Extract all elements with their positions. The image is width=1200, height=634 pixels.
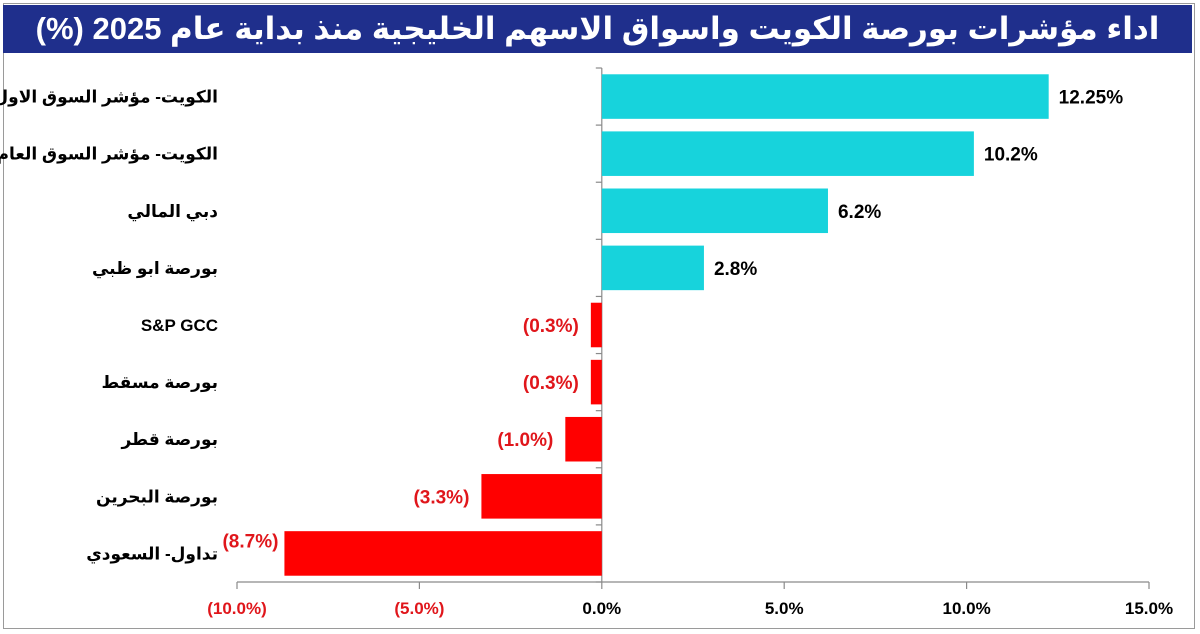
value-axis-tick-label: 10.0% (942, 599, 990, 618)
data-label: 10.2% (984, 145, 1038, 166)
bar (601, 131, 974, 176)
bar (590, 302, 602, 348)
bar (565, 416, 602, 462)
bar (590, 359, 602, 405)
value-axis-tick-label: (5.0%) (394, 599, 444, 618)
bar (601, 245, 704, 291)
data-label: 2.8% (714, 259, 757, 280)
category-label: دبي المالي (127, 202, 218, 222)
data-label: (0.3%) (523, 316, 579, 337)
category-label: الكويت- مؤشر السوق الاول (0, 88, 218, 108)
data-label: 6.2% (838, 202, 881, 223)
category-label: بورصة قطر (120, 430, 218, 450)
category-label: بورصة البحرين (96, 487, 218, 507)
category-label: بورصة ابو ظبي (92, 259, 218, 279)
data-label: (1.0%) (497, 430, 553, 451)
bar (601, 188, 828, 234)
category-label: الكويت- مؤشر السوق العام (0, 145, 218, 165)
chart-title-bar: اداء مؤشرات بورصة الكويت واسواق الاسهم ا… (3, 5, 1192, 53)
bar (481, 474, 602, 519)
category-label: تداول- السعودي (86, 544, 218, 564)
value-axis-tick-label: 5.0% (765, 599, 804, 618)
value-axis-tick-label: 15.0% (1125, 599, 1173, 618)
value-axis-tick-label: (10.0%) (207, 599, 267, 618)
category-label: S&P GCC (141, 316, 218, 335)
bar (601, 74, 1049, 119)
chart-title: اداء مؤشرات بورصة الكويت واسواق الاسهم ا… (35, 11, 1160, 46)
data-label: (8.7%) (222, 531, 278, 552)
data-label: (3.3%) (413, 487, 469, 508)
category-label: بورصة مسقط (101, 373, 218, 393)
value-axis-tick-label: 0.0% (582, 599, 621, 618)
bar (284, 531, 602, 576)
data-label: (0.3%) (523, 373, 579, 394)
data-label: 12.25% (1059, 88, 1124, 109)
